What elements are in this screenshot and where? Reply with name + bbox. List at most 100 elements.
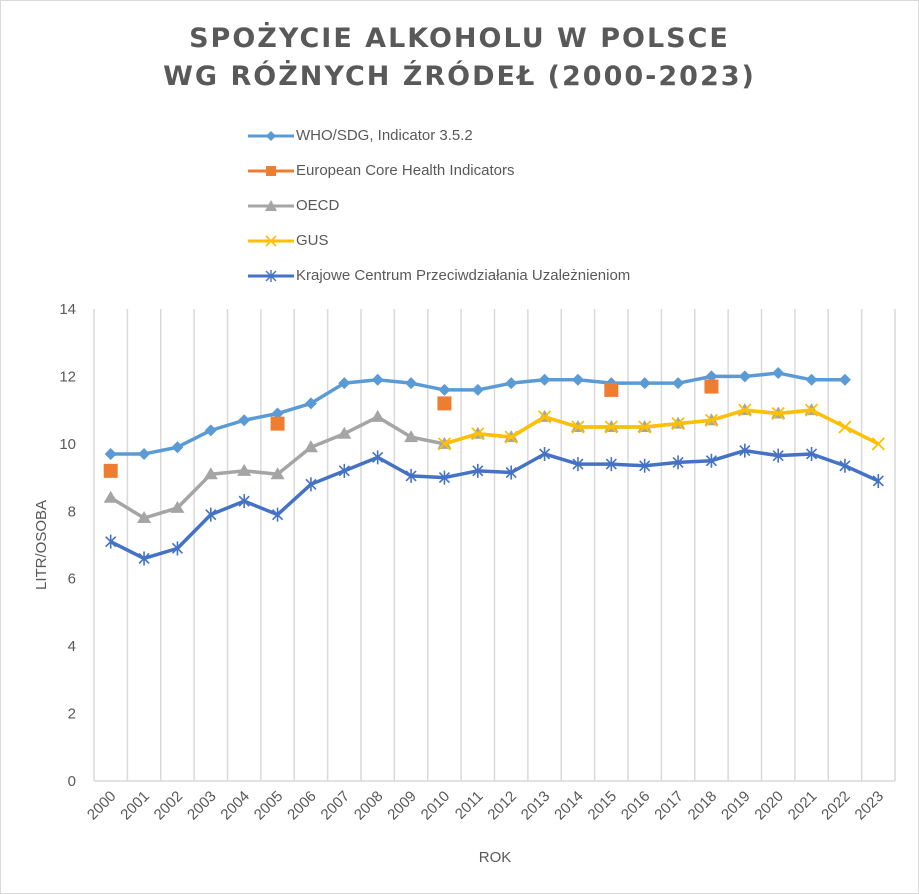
data-point-star xyxy=(305,477,317,492)
x-tick-label: 2013 xyxy=(518,788,554,824)
data-point-star xyxy=(438,470,451,485)
series-line xyxy=(443,408,880,446)
data-point-star xyxy=(105,534,117,549)
data-point-x xyxy=(838,420,852,434)
x-tick-label: 2017 xyxy=(651,788,687,824)
data-point-square xyxy=(270,416,285,431)
series-star xyxy=(105,443,884,566)
data-point-x xyxy=(738,403,752,417)
data-point-x xyxy=(804,403,819,417)
data-point-star xyxy=(572,457,584,472)
data-point-diamond xyxy=(138,447,151,460)
data-point-triangle xyxy=(103,490,118,503)
series-x xyxy=(437,403,885,451)
data-point-star xyxy=(772,448,784,463)
series-group xyxy=(103,367,885,566)
y-tick-label: 0 xyxy=(68,773,76,790)
x-tick-label: 2008 xyxy=(351,788,387,824)
x-tick-label: 2006 xyxy=(284,788,320,824)
data-point-diamond xyxy=(338,377,351,390)
data-point-x xyxy=(504,430,518,444)
data-point-triangle xyxy=(404,430,419,443)
data-point-x xyxy=(537,410,552,424)
data-point-star xyxy=(505,465,517,480)
legend-label: European Core Health Indicators xyxy=(296,162,515,179)
x-tick-label: 2018 xyxy=(685,788,721,824)
legend-item-who: WHO/SDG, Indicator 3.5.2 xyxy=(248,118,630,153)
x-tick-label: 2023 xyxy=(852,788,888,824)
data-point-star xyxy=(805,446,818,461)
x-tick-label: 2005 xyxy=(251,788,287,824)
data-point-star xyxy=(538,446,551,461)
y-tick-label: 14 xyxy=(59,301,76,318)
data-point-star xyxy=(238,494,250,509)
data-point-triangle xyxy=(337,426,352,439)
legend-label: Krajowe Centrum Przeciwdziałania Uzależn… xyxy=(296,267,631,284)
legend-label: OECD xyxy=(296,197,340,214)
data-point-x xyxy=(871,437,885,451)
y-tick-label: 12 xyxy=(59,368,76,385)
x-tick-label: 2016 xyxy=(618,788,654,824)
data-point-diamond xyxy=(171,441,184,454)
y-axis-title: LITR/OSOBA xyxy=(33,500,50,590)
data-point-square xyxy=(103,463,118,478)
x-tick-label: 2000 xyxy=(84,788,120,824)
data-point-diamond xyxy=(772,367,785,380)
x-tick-label: 2010 xyxy=(418,788,454,824)
data-point-diamond xyxy=(571,373,584,386)
data-point-star xyxy=(839,458,851,473)
series-line xyxy=(109,448,880,561)
chart-title-line-2: WG RÓŻNYCH ŹRÓDEŁ (2000-2023) xyxy=(163,61,756,92)
data-point-triangle xyxy=(203,467,218,480)
data-point-x xyxy=(671,416,685,431)
data-point-star xyxy=(472,463,484,478)
data-point-x xyxy=(604,420,618,434)
data-point-diamond xyxy=(405,377,418,390)
legend-label: WHO/SDG, Indicator 3.5.2 xyxy=(296,127,473,144)
y-tick-label: 4 xyxy=(68,638,76,655)
y-tick-label: 8 xyxy=(68,503,76,520)
x-tick-label: 2014 xyxy=(551,788,587,824)
chart-title: SPOŻYCIE ALKOHOLU W POLSCE WG RÓŻNYCH ŹR… xyxy=(0,20,919,96)
data-point-star xyxy=(672,455,684,470)
data-point-triangle xyxy=(303,440,318,453)
data-point-diamond xyxy=(538,373,551,386)
data-point-diamond xyxy=(471,383,484,396)
x-tick-label: 2015 xyxy=(585,788,621,824)
x-tick-label: 2019 xyxy=(718,788,754,824)
chart-title-line-1: SPOŻYCIE ALKOHOLU W POLSCE xyxy=(189,23,730,54)
legend: WHO/SDG, Indicator 3.5.2 European Core H… xyxy=(248,118,630,293)
data-point-x xyxy=(704,413,719,427)
data-point-triangle xyxy=(270,467,285,480)
data-point-star xyxy=(171,541,184,556)
data-point-triangle xyxy=(237,463,252,476)
data-point-square xyxy=(604,382,619,397)
x-tick-label: 2001 xyxy=(117,788,153,824)
data-point-star xyxy=(705,453,718,468)
x-tick-label: 2022 xyxy=(818,788,854,824)
data-point-diamond xyxy=(505,377,518,390)
data-point-star xyxy=(872,473,884,488)
x-tick-label: 2007 xyxy=(318,788,354,824)
x-tick-label: 2020 xyxy=(751,788,787,824)
data-point-diamond xyxy=(672,377,685,390)
data-point-diamond xyxy=(371,373,384,386)
data-point-star xyxy=(739,443,751,458)
data-point-x xyxy=(437,437,452,451)
data-point-diamond xyxy=(238,414,251,427)
data-point-diamond xyxy=(738,370,751,383)
legend-marker-square-icon xyxy=(248,165,294,176)
gridlines xyxy=(93,309,896,782)
data-point-diamond xyxy=(271,407,284,420)
data-point-triangle xyxy=(370,409,385,422)
legend-marker-diamond-icon xyxy=(248,130,294,141)
data-point-star xyxy=(271,507,284,522)
data-point-square xyxy=(437,396,452,411)
data-point-star xyxy=(372,450,384,465)
x-tick-label: 2003 xyxy=(184,788,220,824)
data-point-diamond xyxy=(705,370,718,383)
data-point-x xyxy=(638,420,652,434)
x-tick-label: 2021 xyxy=(785,788,821,824)
data-point-star xyxy=(138,551,150,566)
